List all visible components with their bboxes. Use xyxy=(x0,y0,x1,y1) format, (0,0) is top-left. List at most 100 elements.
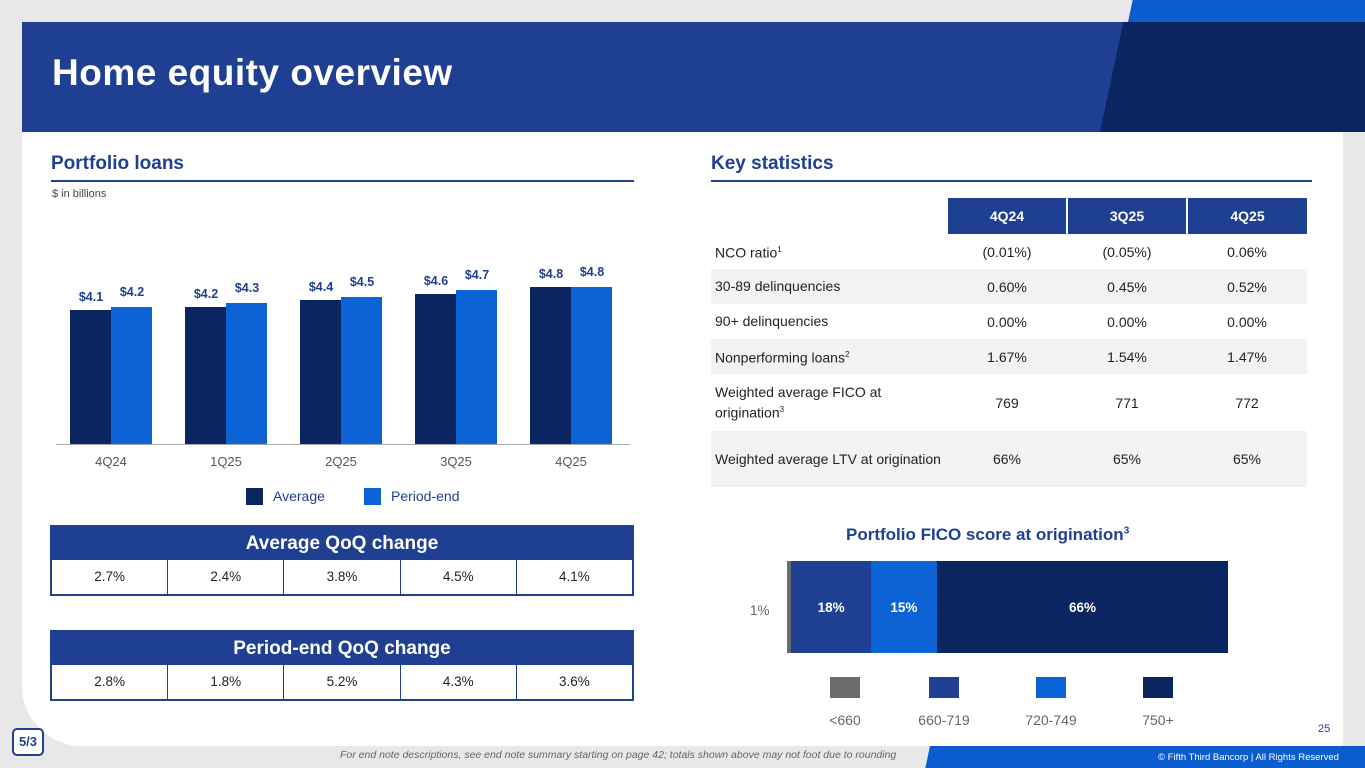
bar-average-1Q25 xyxy=(185,306,226,444)
bar-value-label: $4.7 xyxy=(464,268,490,283)
chart-x-axis xyxy=(56,444,630,445)
bar-period-end-2Q25 xyxy=(341,296,382,444)
table-cell: 771 xyxy=(1115,394,1139,411)
fico-legend-label: <660 xyxy=(829,712,861,728)
fico-segment-750+: 66% xyxy=(936,561,1228,653)
table-row: 30-89 delinquencies 0.60% 0.45% 0.52% xyxy=(711,269,1307,304)
legend-average-swatch xyxy=(246,488,263,505)
x-tick-label: 4Q24 xyxy=(95,454,127,469)
portfolio-rule xyxy=(51,180,634,182)
bar-value-label: $4.6 xyxy=(423,273,449,288)
average-qoq-cell: 4.5% xyxy=(401,560,517,594)
header-dark-stripe xyxy=(1100,22,1343,132)
fico-chart-title: Portfolio FICO score at origination3 xyxy=(846,525,1129,545)
row-label-text: Weighted average FICO at origination xyxy=(715,383,882,421)
header-band: Home equity overview xyxy=(22,22,1343,132)
x-tick-label: 4Q25 xyxy=(555,454,587,469)
bar-value-label: $4.2 xyxy=(119,284,145,299)
table-corner xyxy=(711,198,947,234)
copyright: © Fifth Third Bancorp | All Rights Reser… xyxy=(1158,752,1339,763)
period-end-qoq-title: Period-end QoQ change xyxy=(52,632,632,665)
table-cell: 0.45% xyxy=(1067,269,1187,304)
table-cell: 1.54% xyxy=(1067,339,1187,374)
footnote-marker: 2 xyxy=(844,350,850,360)
column-header: 4Q24 xyxy=(946,198,1067,234)
row-label: NCO ratio1 xyxy=(711,234,947,269)
fico-segment-label-small: 1% xyxy=(750,603,770,618)
key-statistics-rule xyxy=(711,180,1312,182)
table-cell: (0.01%) xyxy=(982,243,1032,260)
key-statistics-title: Key statistics xyxy=(711,153,834,174)
row-label-text: Nonperforming loans xyxy=(715,349,845,366)
fico-segment-660-719: 18% xyxy=(791,561,871,653)
fico-chart-title-text: Portfolio FICO score at origination xyxy=(846,525,1124,544)
bar-average-4Q24 xyxy=(70,309,111,444)
fico-legend-label: 660-719 xyxy=(918,712,970,728)
fico-legend-label: 720-749 xyxy=(1025,712,1077,728)
bar-value-label: $4.8 xyxy=(538,267,564,282)
table-cell: (0.05%) xyxy=(1102,243,1152,260)
x-tick-label: 3Q25 xyxy=(440,454,472,469)
period-end-qoq-cell: 3.6% xyxy=(559,674,590,689)
header-accent-dark xyxy=(1343,22,1365,132)
table-row: Nonperforming loans2 1.67% 1.54% 1.47% xyxy=(711,339,1307,374)
bar-period-end-3Q25 xyxy=(456,290,497,444)
portfolio-subtitle: $ in billions xyxy=(52,188,107,200)
bar-value-label: $4.1 xyxy=(78,289,104,304)
bar-value-label: $4.4 xyxy=(308,280,334,295)
table-cell: 772 xyxy=(1235,394,1259,411)
average-qoq-title: Average QoQ change xyxy=(52,527,632,560)
table-cell: 769 xyxy=(995,394,1019,411)
footer-band-fill xyxy=(1000,746,1365,768)
bar-value-label: $4.8 xyxy=(579,265,605,280)
table-cell: 66% xyxy=(947,431,1067,487)
fico-legend-swatch xyxy=(929,677,959,698)
x-tick-label: 2Q25 xyxy=(325,454,357,469)
bar-average-4Q25 xyxy=(530,287,571,444)
key-statistics-table: 4Q24 3Q25 4Q25 NCO ratio1 (0.01%) (0.05%… xyxy=(711,198,1307,487)
period-end-qoq-cell: 1.8% xyxy=(168,665,285,699)
table-row: NCO ratio1 (0.01%) (0.05%) 0.06% xyxy=(711,234,1307,269)
header-accent-bright xyxy=(1128,0,1365,22)
bar-average-3Q25 xyxy=(415,293,456,444)
table-cell: 1.47% xyxy=(1187,339,1307,374)
footnote-marker: 1 xyxy=(777,245,782,255)
row-label: Weighted average LTV at origination xyxy=(711,431,947,487)
table-cell: 65% xyxy=(1187,431,1307,487)
table-row: 90+ delinquencies 0.00% 0.00% 0.00% xyxy=(711,304,1307,339)
column-header: 4Q25 xyxy=(1186,198,1307,234)
footnote-marker: 3 xyxy=(1123,525,1130,537)
table-cell: 65% xyxy=(1067,431,1187,487)
period-end-qoq-cell: 2.8% xyxy=(52,665,169,699)
row-label: 90+ delinquencies xyxy=(715,313,829,329)
table-cell: 0.00% xyxy=(1227,313,1267,330)
row-label: 30-89 delinquencies xyxy=(711,269,947,304)
average-qoq-cell: 2.7% xyxy=(52,560,169,594)
legend-period-end-label: Period-end xyxy=(391,488,460,504)
bar-period-end-1Q25 xyxy=(226,303,267,444)
portfolio-title: Portfolio loans xyxy=(51,153,184,174)
average-qoq-cell: 2.4% xyxy=(168,560,285,594)
page-title: Home equity overview xyxy=(52,52,453,93)
table-cell: 0.00% xyxy=(1107,313,1147,330)
row-label: Weighted average FICO at origination3 xyxy=(711,374,947,431)
average-qoq-table: Average QoQ change 2.7% 2.4% 3.8% 4.5% 4… xyxy=(50,525,634,596)
period-end-qoq-table: Period-end QoQ change 2.8% 1.8% 5.2% 4.3… xyxy=(50,630,634,701)
row-label: Nonperforming loans2 xyxy=(711,339,947,374)
fico-legend-swatch xyxy=(1143,677,1173,698)
bar-value-label: $4.2 xyxy=(193,286,219,301)
bar-value-label: $4.3 xyxy=(234,281,260,296)
table-cell: 0.06% xyxy=(1227,243,1267,260)
legend-average-label: Average xyxy=(273,488,325,504)
fico-legend-swatch xyxy=(830,677,860,698)
bar-value-label: $4.5 xyxy=(349,274,375,289)
table-row: Weighted average FICO at origination3 76… xyxy=(711,374,1307,431)
footer-note: For end note descriptions, see end note … xyxy=(340,749,897,761)
fico-legend-swatch xyxy=(1036,677,1066,698)
table-cell: 0.52% xyxy=(1187,269,1307,304)
fico-segment-<660 xyxy=(787,561,792,653)
x-tick-label: 1Q25 xyxy=(210,454,242,469)
footnote-marker: 3 xyxy=(779,404,785,414)
table-cell: 0.00% xyxy=(987,313,1027,330)
table-cell: 1.67% xyxy=(947,339,1067,374)
